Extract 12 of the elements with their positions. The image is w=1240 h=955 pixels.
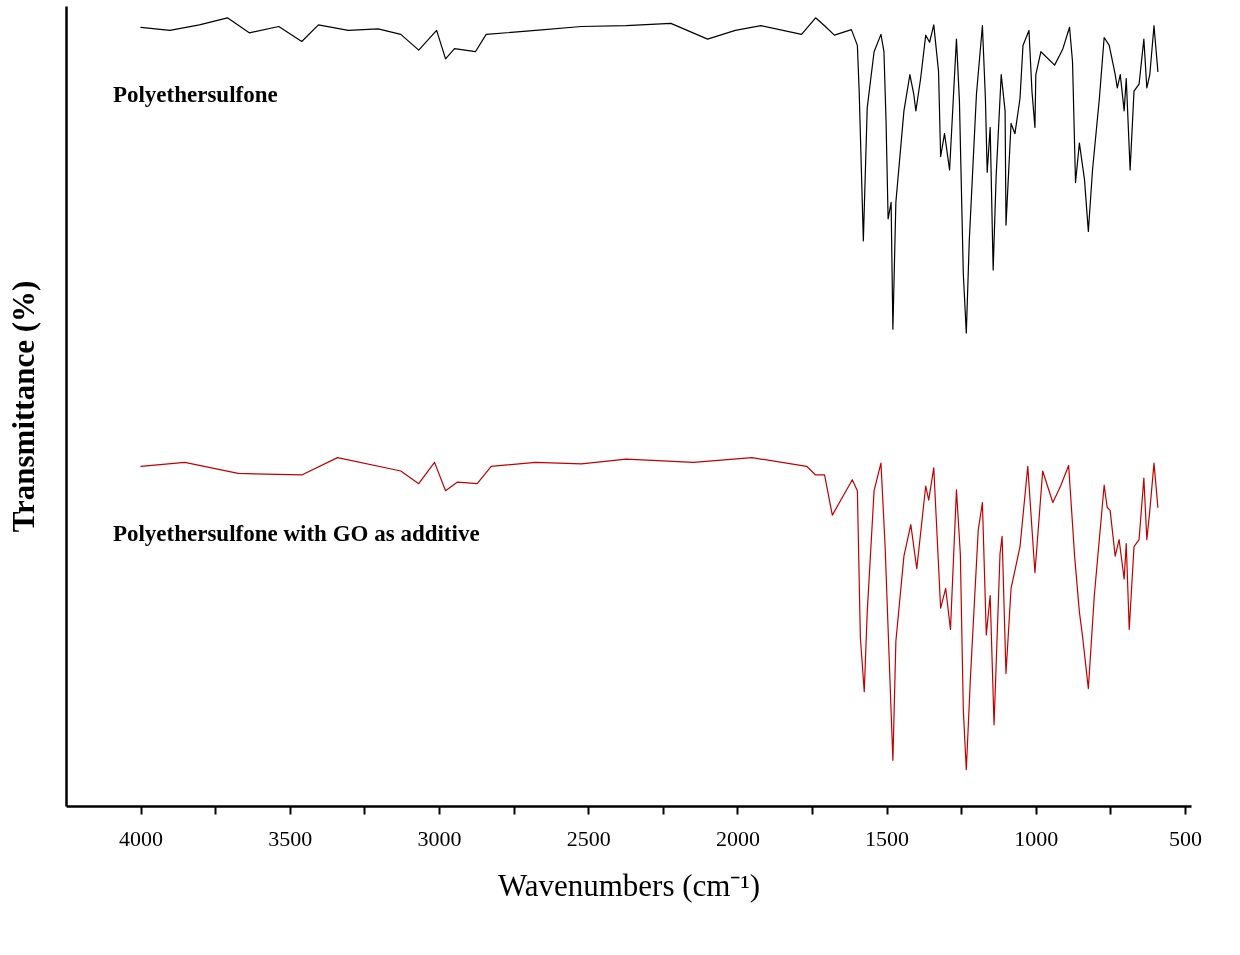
series-label: Polyethersulfone with GO as additive [112, 521, 480, 547]
x-tick-label: 3500 [268, 825, 313, 851]
x-tick-label: 500 [1169, 825, 1203, 851]
x-axis-title: Wavenumbers (cm⁻¹) [497, 867, 761, 903]
x-tick-label: 2000 [715, 825, 760, 851]
x-tick-label: 3000 [417, 825, 462, 851]
y-axis-title: Transmittance (%) [5, 280, 41, 533]
x-tick-label: 1500 [865, 825, 910, 851]
x-tick-label: 1000 [1014, 825, 1059, 851]
x-tick-label: 4000 [119, 825, 164, 851]
x-tick-label: 2500 [566, 825, 611, 851]
text: Polyethersulfone [112, 82, 278, 108]
